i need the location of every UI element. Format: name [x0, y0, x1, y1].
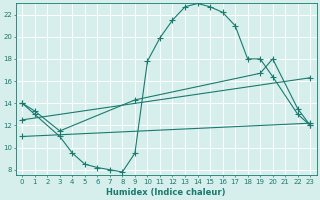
X-axis label: Humidex (Indice chaleur): Humidex (Indice chaleur)	[107, 188, 226, 197]
